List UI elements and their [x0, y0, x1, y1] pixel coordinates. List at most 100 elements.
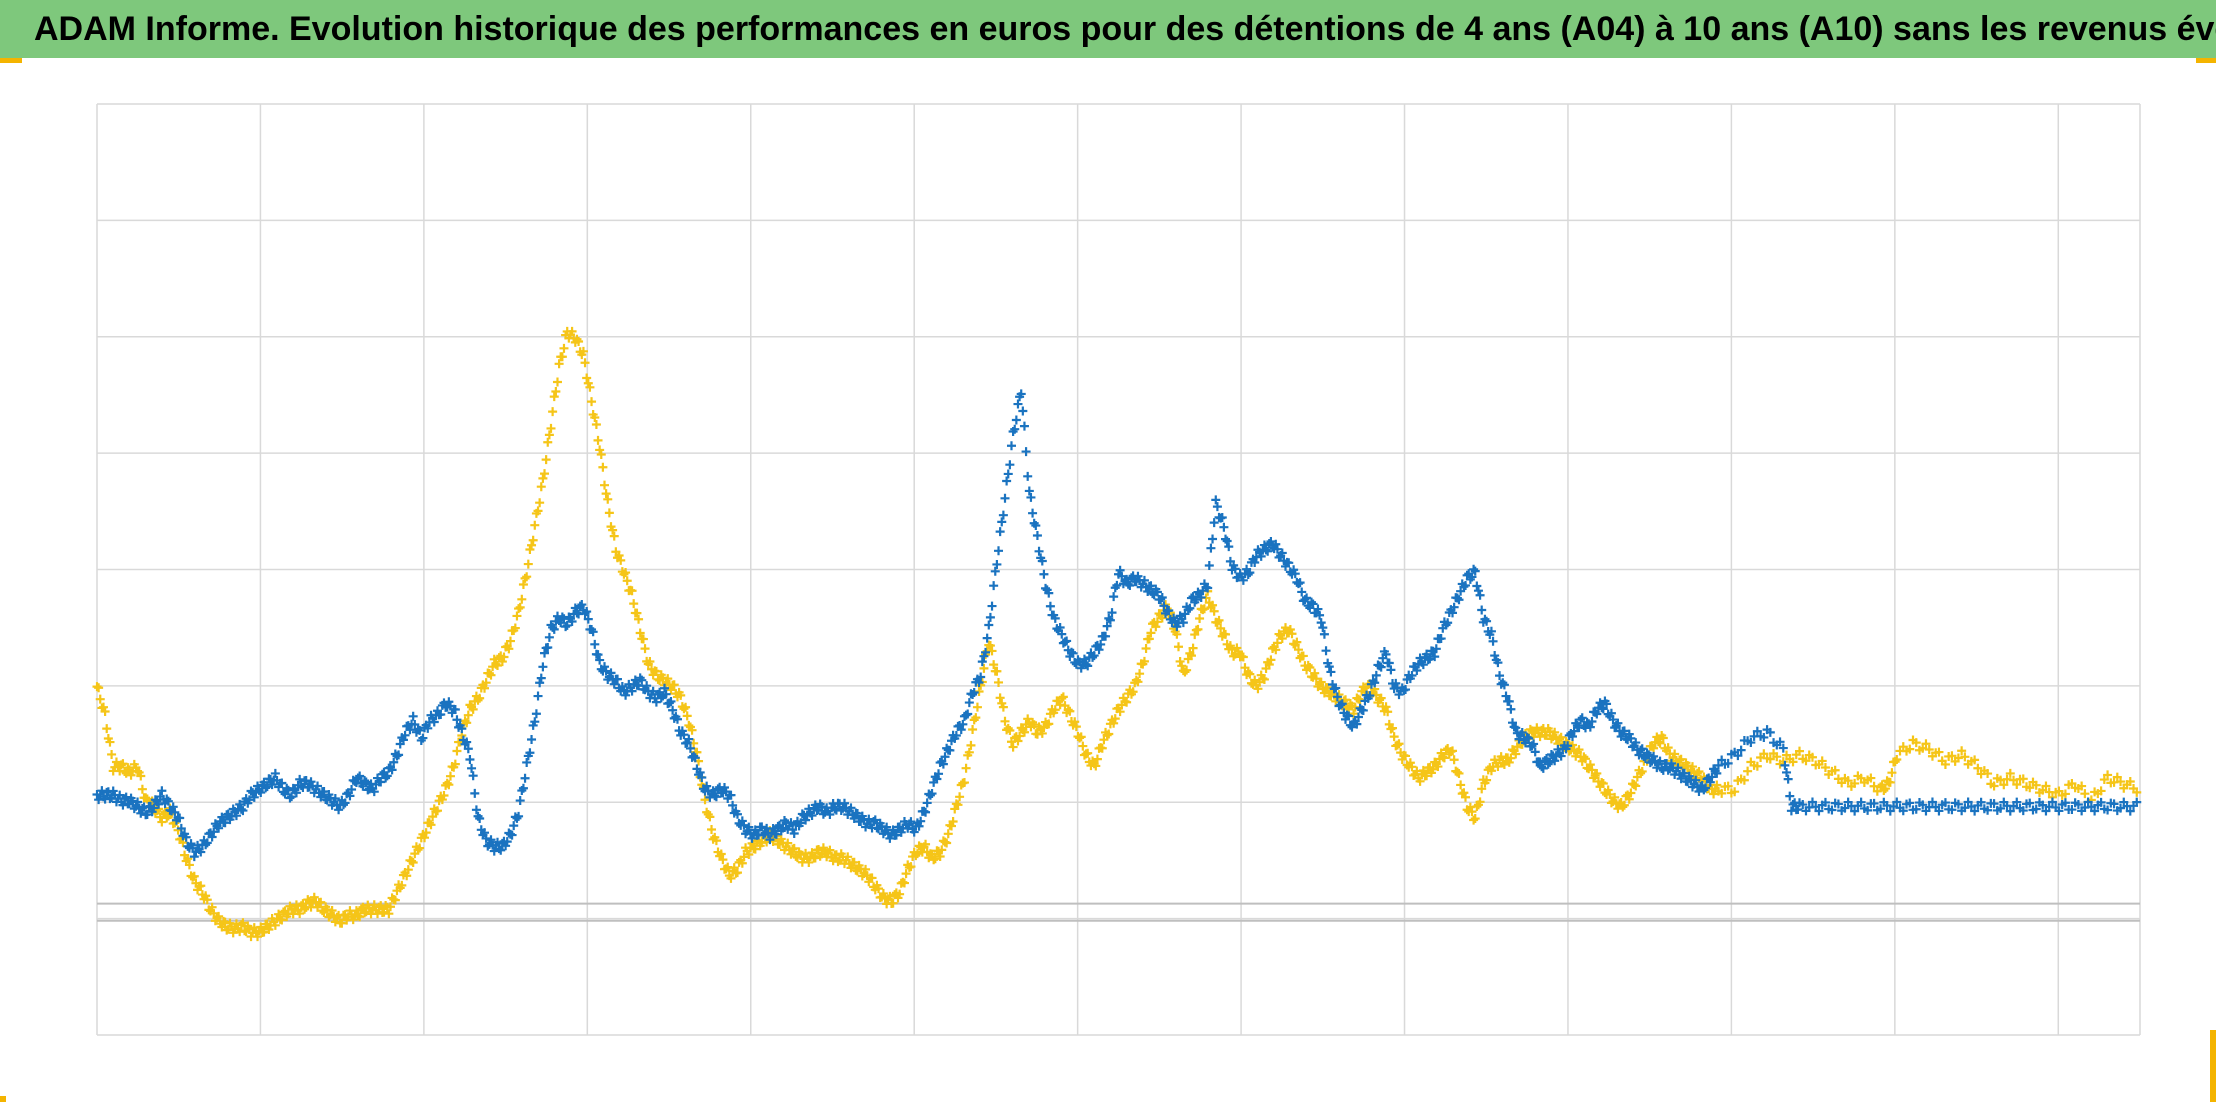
data-point-marker — [1911, 738, 1921, 748]
data-point-marker — [392, 751, 402, 761]
data-point-marker — [1605, 789, 1615, 799]
data-point-marker — [1940, 798, 1950, 808]
data-point-marker — [935, 852, 945, 862]
data-point-marker — [590, 639, 600, 649]
data-point-marker — [638, 634, 648, 644]
data-point-marker — [1157, 593, 1167, 603]
data-point-marker — [385, 902, 395, 912]
data-point-marker — [1193, 624, 1203, 634]
data-point-marker — [1271, 645, 1281, 655]
data-point-marker — [951, 730, 961, 740]
data-point-marker — [961, 710, 971, 720]
data-point-marker — [497, 657, 507, 667]
data-point-marker — [1050, 705, 1060, 715]
data-point-marker — [1277, 634, 1287, 644]
data-point-marker — [287, 792, 297, 802]
data-point-marker — [1610, 792, 1620, 802]
data-point-marker — [267, 780, 277, 790]
data-point-marker — [1044, 719, 1054, 729]
data-point-marker — [1947, 751, 1957, 761]
data-point-marker — [337, 918, 347, 928]
data-point-marker — [906, 862, 916, 872]
data-point-marker — [681, 702, 691, 712]
data-point-marker — [1530, 747, 1540, 757]
data-point-marker — [1602, 699, 1612, 709]
data-point-marker — [726, 873, 736, 883]
data-point-marker — [1459, 788, 1469, 798]
data-point-marker — [1655, 738, 1665, 748]
data-point-marker — [1336, 700, 1346, 710]
data-point-marker — [1383, 707, 1393, 717]
data-point-marker — [1587, 716, 1597, 726]
data-point-marker — [1407, 670, 1417, 680]
data-point-marker — [609, 679, 619, 689]
data-point-marker — [309, 892, 319, 902]
data-point-marker — [256, 788, 266, 798]
data-point-marker — [360, 776, 370, 786]
data-point-marker — [1058, 692, 1068, 702]
data-point-marker — [885, 833, 895, 843]
data-point-marker — [590, 413, 600, 423]
data-point-marker — [1863, 805, 1873, 815]
data-point-marker — [549, 392, 559, 402]
data-point-marker — [1144, 634, 1154, 644]
data-point-marker — [921, 839, 931, 849]
data-point-marker — [946, 821, 956, 831]
data-point-marker — [300, 904, 310, 914]
data-point-marker — [750, 844, 760, 854]
data-point-marker — [2103, 805, 2113, 815]
data-point-marker — [1460, 792, 1470, 802]
data-point-marker — [1105, 615, 1115, 625]
data-point-marker — [1292, 637, 1302, 647]
data-point-marker — [1157, 613, 1167, 623]
data-point-marker — [1535, 732, 1545, 742]
data-point-marker — [595, 655, 605, 665]
data-point-marker — [1428, 764, 1438, 774]
data-point-marker — [1537, 725, 1547, 735]
data-point-marker — [515, 602, 525, 612]
data-point-marker — [982, 633, 992, 643]
data-point-marker — [1793, 805, 1803, 815]
data-point-marker — [1216, 623, 1226, 633]
data-point-marker — [176, 823, 186, 833]
data-point-marker — [1209, 518, 1219, 528]
data-point-marker — [1057, 629, 1067, 639]
data-point-marker — [2090, 806, 2100, 816]
data-point-marker — [1452, 593, 1462, 603]
data-point-marker — [1723, 758, 1733, 768]
data-point-marker — [1128, 687, 1138, 697]
data-point-marker — [1957, 746, 1967, 756]
data-point-marker — [520, 573, 530, 583]
data-point-marker — [1349, 709, 1359, 719]
data-point-marker — [1107, 608, 1117, 618]
data-point-marker — [987, 646, 997, 656]
data-point-marker — [2041, 781, 2051, 791]
data-point-marker — [1023, 471, 1033, 481]
data-point-marker — [1037, 728, 1047, 738]
data-point-marker — [1013, 399, 1023, 409]
data-point-marker — [574, 336, 584, 346]
data-point-marker — [1101, 631, 1111, 641]
data-point-marker — [489, 654, 499, 664]
data-point-marker — [1576, 715, 1586, 725]
data-point-marker — [757, 822, 767, 832]
data-point-marker — [1375, 661, 1385, 671]
data-point-marker — [817, 802, 827, 812]
data-point-marker — [1973, 763, 1983, 773]
data-point-marker — [1499, 680, 1509, 690]
data-point-marker — [133, 797, 143, 807]
data-point-marker — [587, 397, 597, 407]
data-point-marker — [1224, 542, 1234, 552]
data-point-marker — [256, 922, 266, 932]
data-point-marker — [1772, 752, 1782, 762]
data-point-marker — [1700, 783, 1710, 793]
data-point-marker — [295, 908, 305, 918]
data-point-marker — [737, 858, 747, 868]
data-point-marker — [945, 745, 955, 755]
data-point-marker — [214, 911, 224, 921]
data-point-marker — [2005, 806, 2015, 816]
data-point-marker — [885, 891, 895, 901]
data-point-marker — [163, 796, 173, 806]
data-point-marker — [403, 865, 413, 875]
data-point-marker — [663, 674, 673, 684]
